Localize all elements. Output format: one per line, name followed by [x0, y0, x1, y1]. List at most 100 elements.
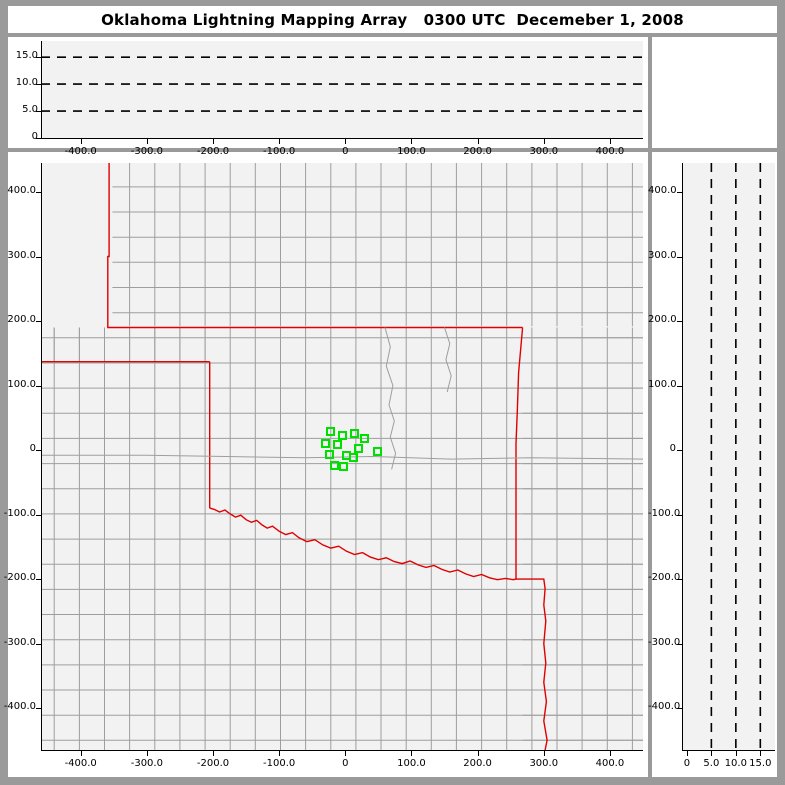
map-xtick-1: [147, 751, 148, 756]
right-ytick-3: [677, 386, 682, 387]
lma-plot-window: Oklahoma Lightning Mapping Array 0300 UT…: [0, 0, 785, 785]
right-plot-area: [682, 163, 775, 750]
top-xtick-label-2: -200.0: [183, 146, 243, 157]
top-xtick-label-8: 400.0: [580, 146, 640, 157]
top-y-axis: [41, 41, 42, 138]
map-ytick-4: [36, 450, 41, 451]
page-title: Oklahoma Lightning Mapping Array 0300 UT…: [101, 11, 684, 29]
map-xtick-label-5: 100.0: [381, 758, 441, 769]
map-ytick-label-7: -300.0: [2, 637, 36, 648]
station-marker-7[interactable]: [373, 447, 382, 456]
map-xtick-label-8: 400.0: [580, 758, 640, 769]
detail-line-central-2: [445, 328, 452, 393]
map-xtick-label-3: -100.0: [249, 758, 309, 769]
top-xtick-label-3: -100.0: [249, 146, 309, 157]
right-ytick-0: [677, 192, 682, 193]
map-xtick-label-6: 200.0: [448, 758, 508, 769]
station-marker-3[interactable]: [360, 434, 369, 443]
station-marker-4[interactable]: [321, 439, 330, 448]
state-line-colorado-kansas: [108, 163, 109, 328]
right-ytick-1: [677, 257, 682, 258]
map-ytick-3: [36, 386, 41, 387]
station-marker-1[interactable]: [338, 431, 347, 440]
map-ytick-7: [36, 644, 41, 645]
top-xtick-label-5: 100.0: [381, 146, 441, 157]
map-xtick-5: [411, 751, 412, 756]
right-ytick-label-1: 300.0: [648, 250, 676, 261]
map-ytick-label-2: 200.0: [2, 314, 36, 325]
top-xtick-4: [345, 139, 346, 144]
map-ytick-2: [36, 321, 41, 322]
top-xtick-label-1: -300.0: [117, 146, 177, 157]
station-marker-12[interactable]: [339, 462, 348, 471]
map-ytick-label-4: 0: [2, 443, 36, 454]
right-xtick-label-3: 15.0: [740, 758, 780, 769]
right-ytick-label-8: -400.0: [648, 701, 676, 712]
top-xtick-8: [610, 139, 611, 144]
title-bar: Oklahoma Lightning Mapping Array 0300 UT…: [8, 6, 777, 33]
station-marker-2[interactable]: [350, 429, 359, 438]
map-xtick-3: [279, 751, 280, 756]
top-xtick-2: [213, 139, 214, 144]
top-right-blank-panel: [652, 37, 777, 148]
map-xtick-0: [81, 751, 82, 756]
top-xtick-3: [279, 139, 280, 144]
right-ytick-2: [677, 321, 682, 322]
station-marker-11[interactable]: [330, 461, 339, 470]
map-xtick-label-0: -400.0: [51, 758, 111, 769]
right-plot-canvas: [682, 163, 775, 750]
right-y-axis: [682, 163, 683, 750]
right-ytick-label-4: 0: [648, 443, 676, 454]
top-xtick-5: [411, 139, 412, 144]
right-ytick-4: [677, 450, 682, 451]
map-xtick-label-4: 0: [315, 758, 375, 769]
map-xtick-label-1: -300.0: [117, 758, 177, 769]
map-ytick-6: [36, 579, 41, 580]
map-xtick-7: [544, 751, 545, 756]
map-ytick-8: [36, 708, 41, 709]
right-xtick-1: [711, 751, 712, 756]
station-marker-10[interactable]: [349, 453, 358, 462]
map-xtick-4: [345, 751, 346, 756]
station-marker-5[interactable]: [333, 440, 342, 449]
top-xtick-label-4: 0: [315, 146, 375, 157]
top-xtick-label-6: 200.0: [448, 146, 508, 157]
map-ytick-0: [36, 192, 41, 193]
map-ytick-1: [36, 257, 41, 258]
map-ytick-label-8: -400.0: [2, 701, 36, 712]
top-ytick-label-1: 5.0: [10, 104, 38, 115]
right-xtick-2: [736, 751, 737, 756]
right-ytick-label-3: 100.0: [648, 379, 676, 390]
right-xtick-0: [687, 751, 688, 756]
top-ytick-label-0: 0: [10, 131, 38, 142]
top-xtick-1: [147, 139, 148, 144]
top-ytick-label-2: 10.0: [10, 77, 38, 88]
top-xtick-7: [544, 139, 545, 144]
right-ytick-label-5: -100.0: [648, 508, 676, 519]
right-ytick-label-7: -300.0: [648, 637, 676, 648]
map-x-axis: [41, 750, 643, 751]
station-marker-8[interactable]: [325, 450, 334, 459]
map-xtick-6: [478, 751, 479, 756]
top-ytick-label-3: 15.0: [10, 50, 38, 61]
right-ytick-label-2: 200.0: [648, 314, 676, 325]
map-xtick-label-2: -200.0: [183, 758, 243, 769]
map-xtick-2: [213, 751, 214, 756]
station-marker-6[interactable]: [354, 444, 363, 453]
top-xtick-6: [478, 139, 479, 144]
map-y-axis: [41, 163, 42, 750]
right-ytick-label-0: 400.0: [648, 185, 676, 196]
top-plot-area: [41, 41, 643, 138]
station-marker-0[interactable]: [326, 427, 335, 436]
map-ytick-label-5: -100.0: [2, 508, 36, 519]
map-ytick-label-3: 100.0: [2, 379, 36, 390]
right-xtick-3: [760, 751, 761, 756]
map-ytick-5: [36, 515, 41, 516]
top-x-axis: [41, 138, 643, 139]
detail-line-central-1: [385, 328, 396, 470]
top-xtick-0: [81, 139, 82, 144]
map-ytick-label-0: 400.0: [2, 185, 36, 196]
right-x-axis: [682, 750, 775, 751]
top-xtick-label-7: 300.0: [514, 146, 574, 157]
map-xtick-8: [610, 751, 611, 756]
